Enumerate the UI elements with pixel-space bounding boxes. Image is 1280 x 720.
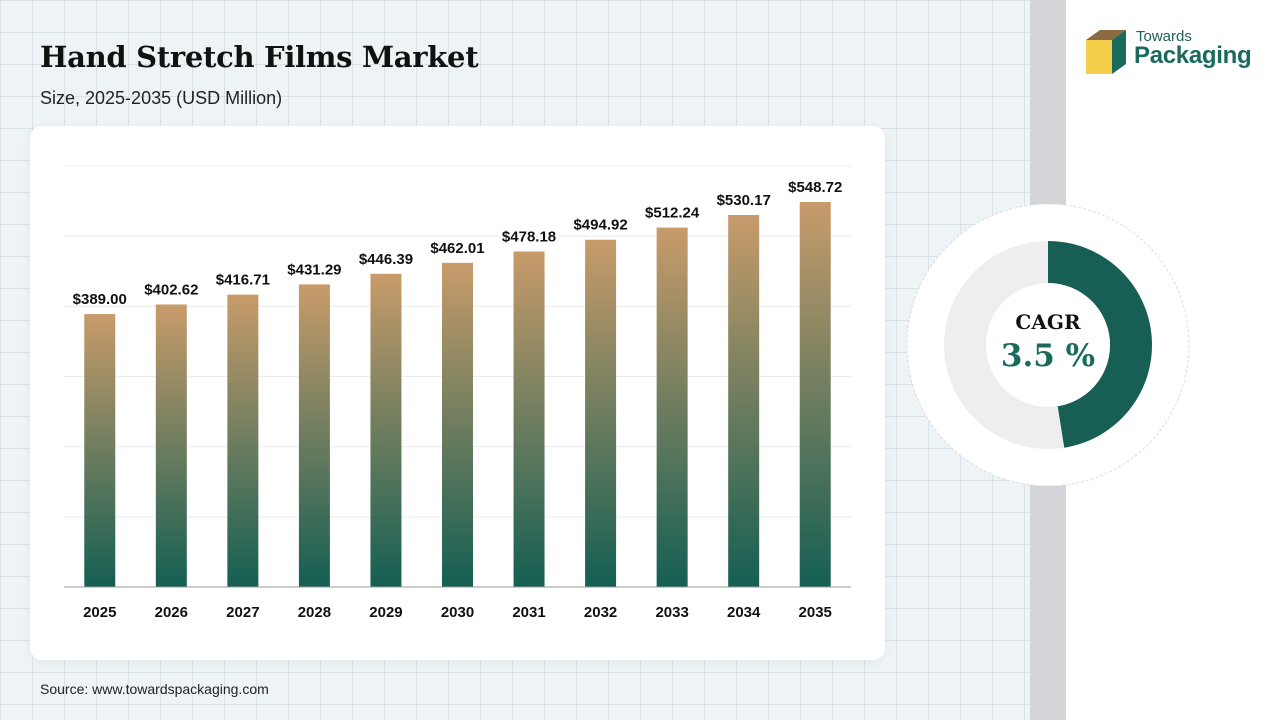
x-tick-2030: 2030 — [441, 604, 474, 621]
x-tick-2028: 2028 — [298, 604, 331, 621]
bar-2030 — [442, 262, 473, 587]
x-tick-labels: 2025 2026 2027 2028 2029 2030 2031 2032 2033 2034… — [83, 604, 832, 621]
value-label-2035: $548.72 — [788, 179, 842, 196]
bar-2032 — [585, 239, 617, 587]
x-tick-2031: 2031 — [512, 604, 545, 621]
x-tick-2032: 2032 — [584, 604, 617, 621]
value-label-2025: $389.00 — [73, 291, 127, 308]
chart-card: $389.00 $402.62 $416.71 $431.29 $446.39 $462.… — [30, 126, 885, 660]
x-tick-2026: 2026 — [155, 604, 188, 621]
bar-2027 — [227, 294, 259, 587]
bars — [84, 201, 831, 587]
bar-2029 — [370, 273, 402, 587]
bar-2025 — [84, 314, 116, 587]
value-label-2027: $416.71 — [216, 272, 270, 289]
value-label-2030: $462.01 — [430, 240, 484, 257]
x-tick-2034: 2034 — [727, 604, 761, 621]
value-label-2029: $446.39 — [359, 251, 413, 268]
value-label-2034: $530.17 — [717, 192, 771, 209]
logo-text-packaging: Packaging — [1134, 42, 1252, 69]
x-tick-2025: 2025 — [83, 604, 116, 621]
cagr-arc — [1048, 241, 1153, 448]
chart-title: Hand Stretch Films Market — [40, 40, 479, 74]
bar-chart: $389.00 $402.62 $416.71 $431.29 $446.39 $462.… — [64, 165, 851, 621]
bar-2035 — [799, 201, 831, 587]
x-tick-2027: 2027 — [226, 604, 259, 621]
value-label-2033: $512.24 — [645, 205, 700, 222]
cagr-value: 3.5 % — [1000, 338, 1096, 374]
chart-subtitle: Size, 2025-2035 (USD Million) — [40, 88, 283, 108]
value-label-2031: $478.18 — [502, 228, 556, 245]
cagr-label: CAGR — [1015, 310, 1081, 334]
value-label-2026: $402.62 — [144, 281, 198, 298]
bar-2031 — [513, 251, 545, 587]
box-logo-icon — [1086, 30, 1126, 74]
brand-logo: Towards Packaging — [1082, 28, 1262, 78]
x-tick-2033: 2033 — [655, 604, 688, 621]
bar-2034 — [728, 214, 760, 587]
value-labels: $389.00 $402.62 $416.71 $431.29 $446.39 $462.… — [73, 179, 843, 308]
source-note: Source: www.towardspackaging.com — [40, 681, 269, 697]
cagr-donut — [906, 203, 1190, 487]
bar-2033 — [656, 227, 688, 587]
value-label-2028: $431.29 — [287, 261, 341, 278]
logo-text-towards: Towards — [1136, 28, 1192, 45]
x-tick-2035: 2035 — [799, 604, 832, 621]
bar-2026 — [155, 304, 187, 587]
bar-2028 — [298, 284, 330, 587]
x-tick-2029: 2029 — [369, 604, 402, 621]
value-label-2032: $494.92 — [573, 217, 627, 234]
